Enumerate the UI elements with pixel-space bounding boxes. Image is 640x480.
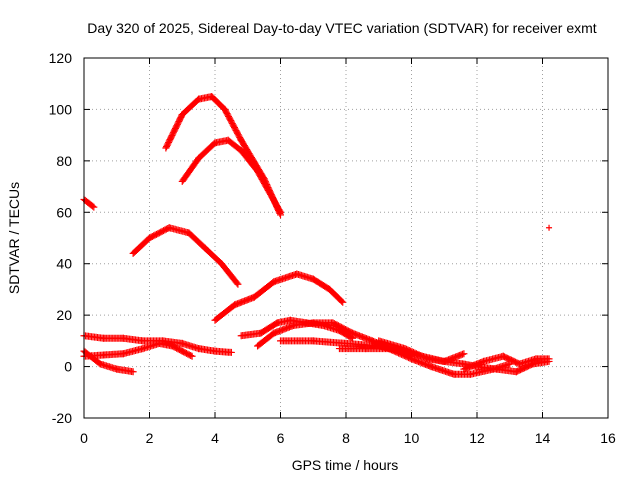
y-tick-label: -20 bbox=[52, 410, 72, 426]
y-axis-label: SDTVAR / TECUs bbox=[6, 182, 22, 294]
y-tick-label: 0 bbox=[64, 359, 72, 375]
series-outlier bbox=[546, 224, 553, 231]
data-point-marker bbox=[546, 224, 553, 231]
y-tick-label: 120 bbox=[49, 50, 73, 66]
series-arc3 bbox=[178, 136, 284, 216]
x-tick-label: 14 bbox=[535, 430, 551, 446]
series-arc8 bbox=[80, 347, 137, 376]
x-tick-label: 6 bbox=[277, 430, 285, 446]
y-tick-label: 40 bbox=[56, 256, 72, 272]
data-point-marker bbox=[338, 297, 346, 305]
y-tick-label: 80 bbox=[56, 153, 72, 169]
chart-title: Day 320 of 2025, Sidereal Day-to-day VTE… bbox=[87, 20, 596, 36]
data-point-marker bbox=[234, 280, 242, 288]
x-axis-label: GPS time / hours bbox=[292, 457, 399, 473]
x-tick-label: 16 bbox=[600, 430, 616, 446]
series-arc4 bbox=[129, 224, 242, 288]
data-point-marker bbox=[233, 279, 241, 287]
series-arc5 bbox=[211, 270, 347, 324]
data-point-marker bbox=[545, 357, 553, 365]
data-point-marker bbox=[89, 202, 97, 210]
data-point-marker bbox=[188, 352, 196, 360]
x-tick-label: 12 bbox=[469, 430, 485, 446]
y-tick-label: 20 bbox=[56, 307, 72, 323]
series-arc13 bbox=[375, 337, 468, 365]
data-point-marker bbox=[277, 208, 284, 216]
data-point-marker bbox=[90, 203, 98, 211]
data-point-marker bbox=[339, 298, 347, 306]
x-tick-label: 2 bbox=[146, 430, 154, 446]
series-arc7 bbox=[80, 339, 196, 360]
y-tick-label: 60 bbox=[56, 204, 72, 220]
series-arc12 bbox=[335, 345, 514, 378]
data-point-marker bbox=[187, 352, 195, 360]
series-arc15 bbox=[473, 357, 553, 376]
data-point-marker bbox=[460, 350, 468, 358]
axis-ticks: 0 2 4 6 8 10 12 14 16 -20 0 20 40 60 80 100 120 bbox=[49, 50, 616, 446]
data-point-marker bbox=[227, 348, 235, 356]
data-point-marker bbox=[129, 368, 137, 376]
x-tick-label: 0 bbox=[80, 430, 88, 446]
y-tick-label: 100 bbox=[49, 101, 73, 117]
x-tick-label: 8 bbox=[342, 430, 350, 446]
data-point-marker bbox=[276, 207, 284, 215]
x-tick-label: 10 bbox=[404, 430, 420, 446]
x-tick-label: 4 bbox=[211, 430, 219, 446]
data-series bbox=[80, 93, 553, 378]
series-arc6 bbox=[80, 332, 235, 356]
grid-lines bbox=[84, 58, 608, 418]
